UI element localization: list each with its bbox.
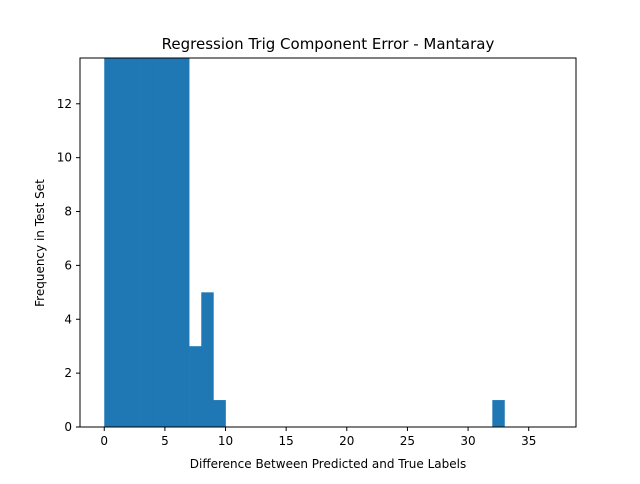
histogram-bar: [177, 58, 190, 427]
y-tick-label: 8: [64, 205, 72, 219]
y-tick-label: 4: [64, 312, 72, 326]
histogram-bar: [116, 58, 129, 427]
histogram-bar: [104, 58, 117, 427]
y-tick-label: 10: [57, 151, 72, 165]
y-axis-ticks: 0 2 4 6 8 10 12: [57, 97, 80, 434]
x-tick-label: 20: [339, 434, 354, 448]
histogram-bar: [152, 58, 166, 427]
histogram-bar: [128, 58, 141, 427]
histogram-bar: [164, 58, 178, 427]
x-tick-label: 35: [521, 434, 536, 448]
histogram-bar: [201, 292, 214, 427]
x-tick-label: 15: [279, 434, 294, 448]
histogram-bar: [492, 400, 505, 427]
y-axis-label: Frequency in Test Set: [33, 179, 47, 307]
x-tick-label: 30: [460, 434, 475, 448]
histogram-bar: [189, 346, 202, 427]
y-tick-label: 6: [64, 258, 72, 272]
x-tick-label: 10: [218, 434, 233, 448]
x-tick-label: 25: [400, 434, 415, 448]
plot-area-frame: [79, 57, 577, 428]
histogram-bar: [140, 58, 154, 427]
bars-group: [104, 58, 505, 427]
chart-title: Regression Trig Component Error - Mantar…: [162, 35, 495, 53]
x-tick-label: 0: [100, 434, 108, 448]
histogram-bar: [213, 400, 226, 427]
y-tick-label: 2: [64, 366, 72, 380]
x-axis-label: Difference Between Predicted and True La…: [190, 457, 466, 471]
x-tick-label: 5: [161, 434, 169, 448]
y-tick-label: 0: [64, 420, 72, 434]
y-tick-label: 12: [57, 97, 72, 111]
x-axis-ticks: 0 5 10 15 20 25 30 35: [100, 427, 536, 448]
